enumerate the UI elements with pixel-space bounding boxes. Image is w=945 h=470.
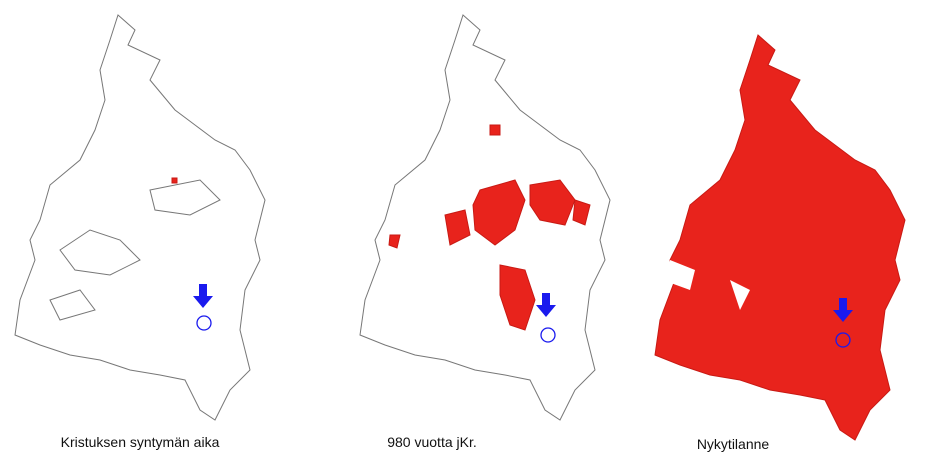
- land-patch: [529, 179, 576, 226]
- land-patch: [171, 177, 178, 184]
- land: [654, 34, 906, 441]
- map-panel-2: 980 vuotta jKr.: [359, 14, 611, 450]
- caption: Kristuksen syntymän aika: [61, 434, 220, 450]
- land-patch: [472, 179, 526, 246]
- coastline: [14, 14, 266, 421]
- land-patch: [499, 264, 536, 331]
- arrow: [193, 284, 213, 308]
- location-marker: [835, 332, 851, 348]
- water: [668, 260, 750, 310]
- map-panel-3: Nykytilanne: [654, 34, 906, 452]
- land-patch: [444, 209, 471, 246]
- location-marker: [540, 327, 556, 343]
- caption: 980 vuotta jKr.: [387, 434, 477, 450]
- inner-coastline: [49, 179, 221, 321]
- land-patch: [388, 124, 591, 249]
- location-marker: [196, 315, 212, 331]
- caption: Nykytilanne: [697, 436, 770, 452]
- arrow: [536, 293, 556, 317]
- map-panel-1: Kristuksen syntymän aika: [14, 14, 266, 450]
